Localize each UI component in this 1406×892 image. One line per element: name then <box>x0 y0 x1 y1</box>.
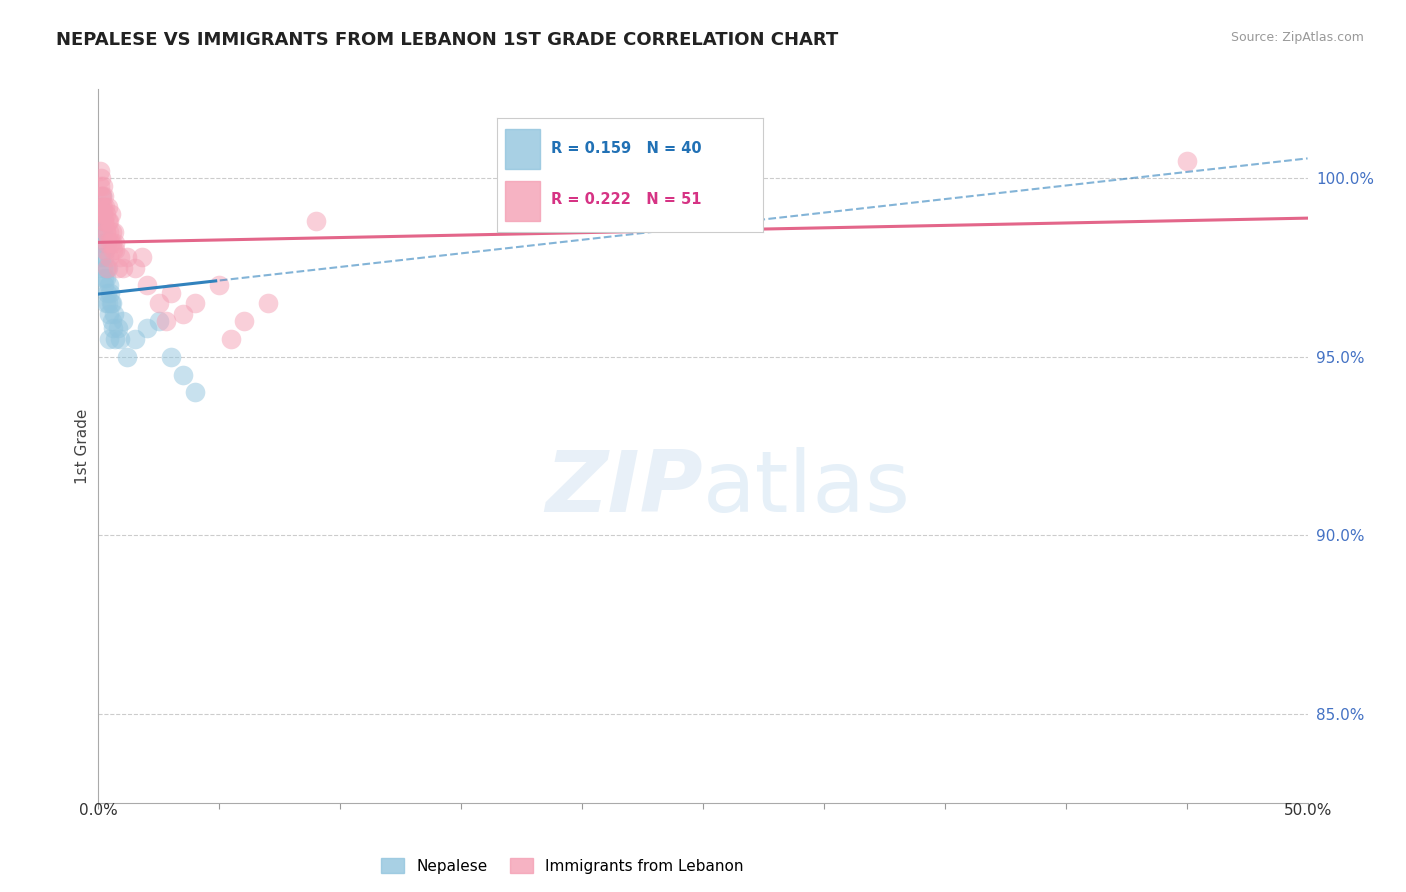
Point <box>97 307 120 321</box>
Text: 50.0%: 50.0% <box>1284 803 1331 818</box>
Legend: Nepalese, Immigrants from Lebanon: Nepalese, Immigrants from Lebanon <box>375 852 749 880</box>
Point <box>93 189 115 203</box>
Point <box>93 214 115 228</box>
Point <box>93 271 115 285</box>
Point <box>101 321 124 335</box>
Point <box>98 285 121 300</box>
Point <box>90 189 112 203</box>
Point <box>91 200 114 214</box>
Point <box>101 296 124 310</box>
Point <box>107 321 129 335</box>
Point <box>91 178 114 193</box>
Point <box>104 243 127 257</box>
Point <box>619 164 641 178</box>
Point <box>94 225 117 239</box>
Point <box>94 243 117 257</box>
Point <box>97 214 120 228</box>
Point <box>131 250 153 264</box>
Point <box>117 250 139 264</box>
Point <box>184 296 207 310</box>
Point <box>104 235 127 250</box>
Point <box>104 332 127 346</box>
Point <box>221 332 243 346</box>
Point <box>96 225 118 239</box>
Point <box>96 260 118 275</box>
Point <box>93 250 115 264</box>
Point <box>89 225 111 239</box>
Point <box>135 321 157 335</box>
Point <box>91 189 114 203</box>
Point <box>97 260 120 275</box>
Point <box>97 250 120 264</box>
Point <box>160 285 183 300</box>
Point <box>90 250 112 264</box>
Point <box>98 235 121 250</box>
Point <box>93 214 115 228</box>
Point <box>111 260 134 275</box>
Point <box>256 296 278 310</box>
Point <box>94 296 117 310</box>
Point <box>100 207 122 221</box>
Point <box>97 225 120 239</box>
Point <box>89 178 111 193</box>
Point <box>91 207 114 221</box>
Point <box>98 214 121 228</box>
Point <box>89 164 111 178</box>
Point <box>103 225 125 239</box>
Text: 0.0%: 0.0% <box>79 803 118 818</box>
Point <box>111 314 134 328</box>
Point <box>90 214 112 228</box>
Point <box>100 225 122 239</box>
Point <box>305 214 328 228</box>
Point <box>91 260 114 275</box>
Point <box>96 271 118 285</box>
Point <box>124 260 146 275</box>
Point <box>184 385 207 400</box>
Point <box>91 207 114 221</box>
Point <box>101 243 124 257</box>
Point <box>97 332 120 346</box>
Text: Source: ZipAtlas.com: Source: ZipAtlas.com <box>1230 31 1364 45</box>
Point <box>108 332 131 346</box>
Point <box>96 235 118 250</box>
Point <box>90 171 112 186</box>
Point <box>91 235 114 250</box>
Point <box>98 278 121 293</box>
Point <box>155 314 177 328</box>
Point <box>160 350 183 364</box>
Y-axis label: 1st Grade: 1st Grade <box>75 409 90 483</box>
Point <box>96 260 118 275</box>
Point <box>97 200 120 214</box>
Point <box>101 235 124 250</box>
Point <box>93 278 115 293</box>
Point <box>172 368 194 382</box>
Point <box>96 207 118 221</box>
Point <box>91 200 114 214</box>
Point <box>108 250 131 264</box>
Point <box>100 314 122 328</box>
Text: NEPALESE VS IMMIGRANTS FROM LEBANON 1ST GRADE CORRELATION CHART: NEPALESE VS IMMIGRANTS FROM LEBANON 1ST … <box>56 31 838 49</box>
Point <box>135 278 157 293</box>
Point <box>1175 153 1198 168</box>
Point <box>232 314 254 328</box>
Point <box>100 296 122 310</box>
Point <box>117 350 139 364</box>
Point <box>96 285 118 300</box>
Point <box>91 225 114 239</box>
Point <box>107 260 129 275</box>
Text: atlas: atlas <box>703 447 911 531</box>
Point <box>93 243 115 257</box>
Point <box>90 189 112 203</box>
Point <box>208 278 231 293</box>
Point <box>124 332 146 346</box>
Point <box>148 314 170 328</box>
Point <box>148 296 170 310</box>
Text: ZIP: ZIP <box>546 447 703 531</box>
Point <box>97 296 120 310</box>
Point <box>94 200 117 214</box>
Point <box>90 207 112 221</box>
Point <box>89 200 111 214</box>
Point <box>103 307 125 321</box>
Point <box>172 307 194 321</box>
